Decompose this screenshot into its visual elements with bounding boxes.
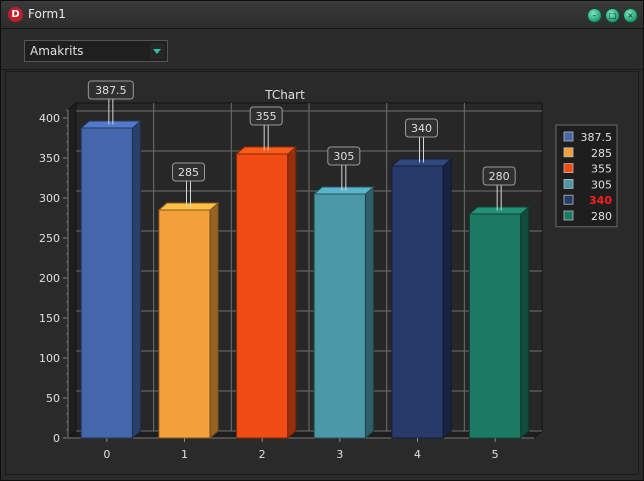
legend-swatch[interactable] — [563, 194, 574, 205]
chevron-down-icon — [153, 49, 161, 54]
bar-top — [390, 158, 453, 167]
chart-panel: TChart 0 50 100 150 200 250 300 350 400 0 387.5 1 28… — [5, 71, 639, 475]
title-bar: D Form1 – □ × — [1, 1, 643, 29]
bar-front — [236, 153, 289, 439]
minimize-icon[interactable]: – — [587, 8, 602, 23]
bar-front — [158, 209, 211, 439]
y-tick-label: 350 — [39, 152, 60, 165]
bar-top — [79, 120, 142, 129]
combobox-value: Amakrits — [30, 44, 84, 58]
x-tick-label: 3 — [336, 448, 343, 461]
toolbar: Amakrits — [2, 29, 642, 70]
bar-front — [313, 193, 366, 439]
legend-entry[interactable]: 340 — [589, 194, 612, 207]
bar-0[interactable] — [79, 119, 142, 440]
value-label-box — [249, 106, 283, 126]
value-label: 280 — [489, 170, 510, 183]
legend-entry[interactable]: 387.5 — [581, 131, 613, 144]
value-label: 355 — [256, 110, 277, 123]
y-tick-label: 150 — [39, 312, 60, 325]
app-logo-icon: D — [8, 7, 23, 22]
combobox-dropdown-button[interactable] — [150, 43, 165, 59]
value-label: 285 — [178, 166, 199, 179]
y-tick-label: 50 — [46, 392, 60, 405]
value-label-box — [327, 146, 361, 166]
legend-swatch[interactable] — [563, 179, 574, 189]
bar-top — [157, 202, 220, 211]
plot-left-wall — [67, 101, 77, 440]
bar-top — [468, 206, 531, 215]
close-icon[interactable]: × — [623, 8, 638, 23]
x-tick-label: 5 — [492, 448, 499, 461]
bar-top — [312, 186, 375, 195]
value-label-box — [172, 162, 205, 182]
value-label: 340 — [411, 122, 432, 135]
y-tick-label: 0 — [53, 432, 60, 445]
x-tick-label: 0 — [103, 448, 110, 461]
bar-1[interactable] — [157, 201, 220, 440]
bar-chart: TChart 0 50 100 150 200 250 300 350 400 0 387.5 1 28… — [39, 80, 618, 461]
bar-front — [80, 127, 133, 439]
x-tick-label: 4 — [414, 448, 421, 461]
x-tick-label: 1 — [181, 448, 188, 461]
legend-swatch[interactable] — [563, 131, 574, 142]
bar-side — [520, 205, 530, 440]
bar-top — [235, 146, 298, 155]
y-tick-label: 300 — [39, 192, 60, 205]
x-tick-label: 2 — [259, 448, 266, 461]
legend-swatch[interactable] — [563, 210, 574, 221]
value-label-box — [87, 80, 134, 100]
legend-entry[interactable]: 305 — [591, 178, 612, 191]
bar-front — [469, 213, 522, 439]
y-tick-label: 400 — [39, 112, 60, 125]
legend-entry[interactable]: 280 — [591, 210, 612, 223]
y-tick-label: 250 — [39, 232, 60, 245]
bar-side — [131, 119, 141, 440]
maximize-icon[interactable]: □ — [605, 8, 620, 23]
bar-2[interactable] — [235, 145, 298, 440]
y-tick-label: 100 — [39, 352, 60, 365]
theme-combobox[interactable]: Amakrits — [24, 40, 168, 62]
legend-swatch[interactable] — [563, 147, 574, 158]
bar-side — [287, 145, 297, 440]
bar-side — [364, 185, 374, 440]
window-title: Form1 — [28, 7, 66, 21]
bar-3[interactable] — [312, 185, 375, 440]
legend-entry[interactable]: 355 — [591, 163, 612, 176]
bar-4[interactable] — [390, 157, 453, 440]
bar-5[interactable] — [468, 205, 531, 440]
legend-swatch[interactable] — [563, 163, 574, 173]
value-label: 305 — [333, 150, 354, 163]
y-tick-label: 200 — [39, 272, 60, 285]
bar-front — [391, 165, 444, 439]
legend — [555, 124, 618, 228]
bar-side — [209, 201, 219, 440]
legend-entry[interactable]: 285 — [591, 147, 612, 160]
chart-title: TChart — [264, 88, 305, 102]
value-label: 387.5 — [95, 84, 127, 97]
value-label-box — [405, 118, 438, 138]
value-label-box — [482, 166, 516, 186]
bar-side — [442, 157, 452, 440]
